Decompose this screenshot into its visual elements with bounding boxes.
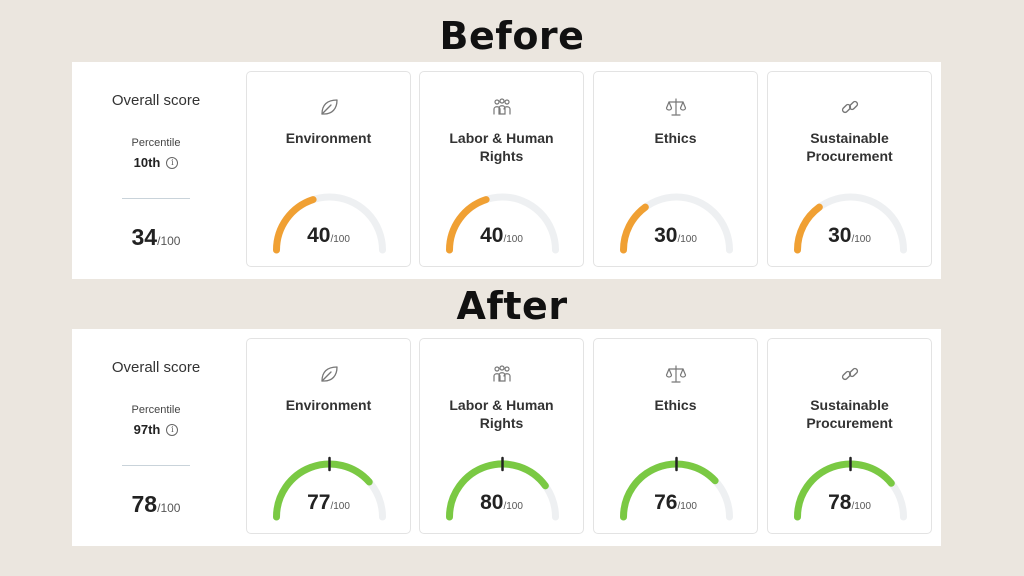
leaf-icon bbox=[318, 363, 340, 385]
category-score-number: 76 bbox=[654, 491, 678, 514]
link-icon bbox=[839, 96, 861, 118]
category-label: Labor & Human Rights bbox=[449, 130, 554, 164]
percentile-value: 10th bbox=[133, 155, 161, 170]
overall-score-title: Overall score bbox=[111, 359, 201, 376]
category-score: 80/100 bbox=[420, 491, 583, 515]
divider bbox=[122, 198, 190, 199]
category-score-number: 40 bbox=[307, 224, 331, 247]
percentile-row: 97th i bbox=[72, 422, 240, 437]
gauge-value-arc bbox=[446, 196, 490, 254]
percentile-value: 97th bbox=[133, 422, 161, 437]
overall-score-block: Overall score Percentile 97th i 78/100 bbox=[72, 329, 240, 546]
category-card[interactable]: Sustainable Procurement 78/100 bbox=[767, 338, 932, 534]
overall-score-title: Overall score bbox=[111, 92, 201, 109]
before-panel: Overall score Percentile 10th i 34/100 Enviro… bbox=[72, 62, 941, 279]
category-label: Labor & Human Rights bbox=[449, 397, 554, 431]
category-score: 30/100 bbox=[768, 224, 931, 248]
leaf-icon bbox=[318, 96, 340, 118]
category-score-number: 40 bbox=[480, 224, 504, 247]
score-gauge bbox=[267, 184, 392, 254]
category-score: 40/100 bbox=[420, 224, 583, 248]
overall-score-number: 34 bbox=[131, 224, 158, 250]
category-score-denom: /100 bbox=[851, 501, 871, 512]
before-heading: Before bbox=[439, 14, 585, 58]
category-card[interactable]: Environment 40/100 bbox=[246, 71, 411, 267]
gauge-value-arc bbox=[620, 460, 719, 521]
score-gauge bbox=[440, 451, 565, 521]
category-score-denom: /100 bbox=[503, 234, 523, 245]
category-label: Ethics bbox=[654, 397, 697, 413]
category-score-number: 30 bbox=[654, 224, 678, 247]
category-card[interactable]: Labor & Human Rights 80/100 bbox=[419, 338, 584, 534]
category-card[interactable]: Ethics 76/100 bbox=[593, 338, 758, 534]
category-score: 77/100 bbox=[247, 491, 410, 515]
category-score-number: 77 bbox=[307, 491, 331, 514]
score-gauge bbox=[788, 184, 913, 254]
overall-score-denom: /100 bbox=[157, 234, 181, 248]
category-score-denom: /100 bbox=[503, 501, 523, 512]
after-heading: After bbox=[456, 284, 568, 328]
category-score: 30/100 bbox=[594, 224, 757, 248]
people-icon bbox=[491, 363, 513, 385]
info-icon[interactable]: i bbox=[166, 157, 179, 169]
gauge-value-arc bbox=[794, 460, 895, 521]
gauge-value-arc bbox=[273, 460, 373, 521]
overall-score-denom: /100 bbox=[157, 501, 181, 515]
link-icon bbox=[839, 363, 861, 385]
category-score-number: 78 bbox=[828, 491, 852, 514]
category-card[interactable]: Sustainable Procurement 30/100 bbox=[767, 71, 932, 267]
category-card[interactable]: Ethics 30/100 bbox=[593, 71, 758, 267]
scales-icon bbox=[665, 363, 687, 385]
score-gauge bbox=[614, 184, 739, 254]
people-icon bbox=[491, 96, 513, 118]
overall-score-block: Overall score Percentile 10th i 34/100 bbox=[72, 62, 240, 279]
category-label: Sustainable Procurement bbox=[806, 397, 893, 431]
scales-icon bbox=[665, 96, 687, 118]
gauge-value-arc bbox=[273, 196, 317, 254]
gauge-value-arc bbox=[620, 203, 649, 254]
category-label: Ethics bbox=[654, 130, 697, 146]
category-score-denom: /100 bbox=[851, 234, 871, 245]
score-gauge bbox=[788, 451, 913, 521]
gauge-value-arc bbox=[446, 460, 549, 521]
divider bbox=[122, 465, 190, 466]
info-icon[interactable]: i bbox=[166, 424, 179, 436]
category-score-denom: /100 bbox=[677, 234, 697, 245]
category-score-denom: /100 bbox=[677, 501, 697, 512]
overall-score-value: 34/100 bbox=[72, 224, 240, 251]
category-score-number: 80 bbox=[480, 491, 504, 514]
percentile-label: Percentile bbox=[131, 137, 181, 149]
category-score-denom: /100 bbox=[330, 501, 350, 512]
category-score: 78/100 bbox=[768, 491, 931, 515]
category-score-denom: /100 bbox=[330, 234, 350, 245]
category-score: 76/100 bbox=[594, 491, 757, 515]
percentile-row: 10th i bbox=[72, 155, 240, 170]
score-gauge bbox=[267, 451, 392, 521]
after-panel: Overall score Percentile 97th i 78/100 Enviro… bbox=[72, 329, 941, 546]
category-label: Sustainable Procurement bbox=[806, 130, 893, 164]
gauge-value-arc bbox=[794, 203, 823, 254]
category-score-number: 30 bbox=[828, 224, 852, 247]
category-card[interactable]: Labor & Human Rights 40/100 bbox=[419, 71, 584, 267]
category-label: Environment bbox=[285, 130, 372, 146]
percentile-label: Percentile bbox=[131, 404, 181, 416]
overall-score-number: 78 bbox=[131, 491, 158, 517]
score-gauge bbox=[440, 184, 565, 254]
overall-score-value: 78/100 bbox=[72, 491, 240, 518]
category-label: Environment bbox=[285, 397, 372, 413]
score-gauge bbox=[614, 451, 739, 521]
category-card[interactable]: Environment 77/100 bbox=[246, 338, 411, 534]
category-score: 40/100 bbox=[247, 224, 410, 248]
